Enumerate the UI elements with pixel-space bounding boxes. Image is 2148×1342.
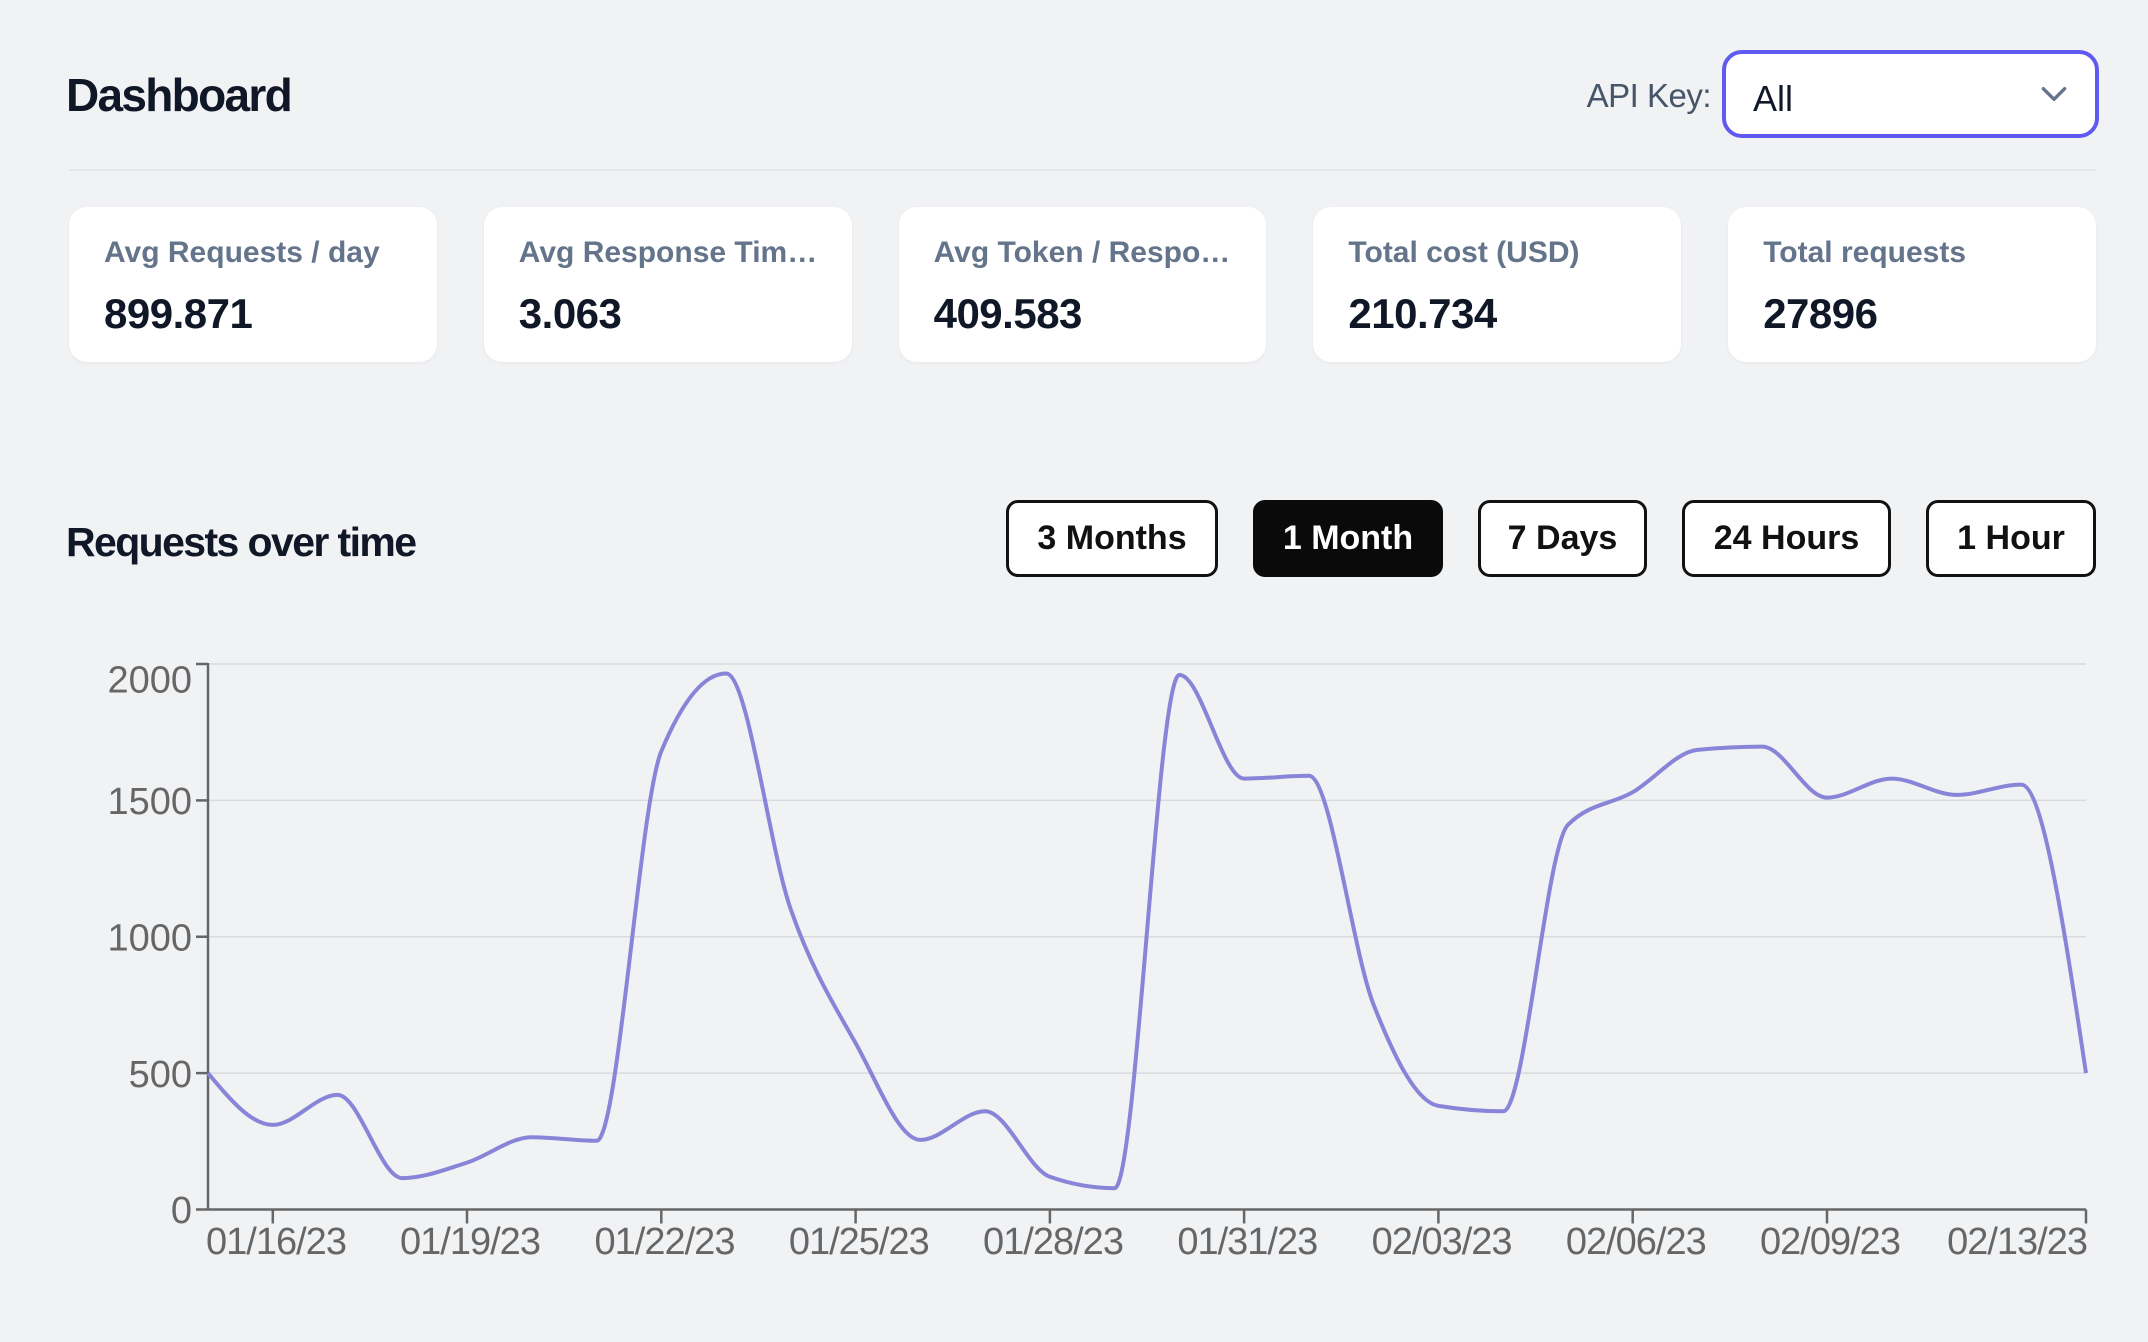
svg-text:02/06/23: 02/06/23 xyxy=(1566,1221,1706,1263)
svg-text:02/09/23: 02/09/23 xyxy=(1760,1221,1900,1263)
svg-text:1500: 1500 xyxy=(107,781,192,823)
svg-text:2000: 2000 xyxy=(107,660,192,702)
svg-text:02/13/23: 02/13/23 xyxy=(1947,1221,2087,1263)
svg-text:01/31/23: 01/31/23 xyxy=(1177,1221,1317,1263)
svg-text:01/16/23: 01/16/23 xyxy=(206,1221,346,1263)
svg-text:02/03/23: 02/03/23 xyxy=(1372,1221,1512,1263)
svg-text:1000: 1000 xyxy=(107,918,192,960)
svg-text:500: 500 xyxy=(129,1054,192,1096)
svg-text:0: 0 xyxy=(171,1190,192,1232)
svg-text:01/19/23: 01/19/23 xyxy=(400,1221,540,1263)
svg-text:01/28/23: 01/28/23 xyxy=(983,1221,1123,1263)
svg-text:01/25/23: 01/25/23 xyxy=(789,1221,929,1263)
svg-text:01/22/23: 01/22/23 xyxy=(595,1221,735,1263)
